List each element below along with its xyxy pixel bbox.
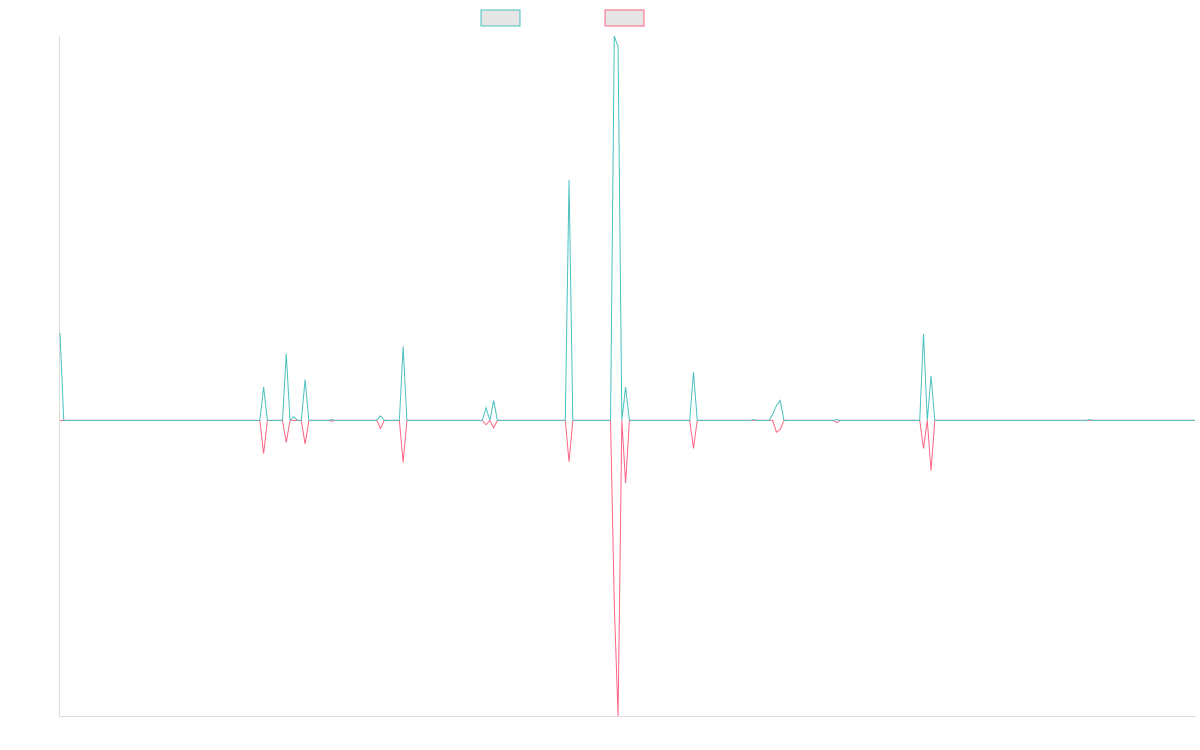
plot-area: [59, 35, 1195, 717]
series-line-1: [59, 35, 1195, 422]
axes: [59, 36, 1196, 717]
legend-item-series-1[interactable]: [480, 9, 521, 27]
legend: [480, 9, 645, 27]
series-line-2: [60, 419, 1195, 717]
legend-item-series-2[interactable]: [604, 9, 645, 27]
legend-swatch-series-1: [480, 9, 521, 27]
legend-swatch-series-2: [604, 9, 645, 27]
